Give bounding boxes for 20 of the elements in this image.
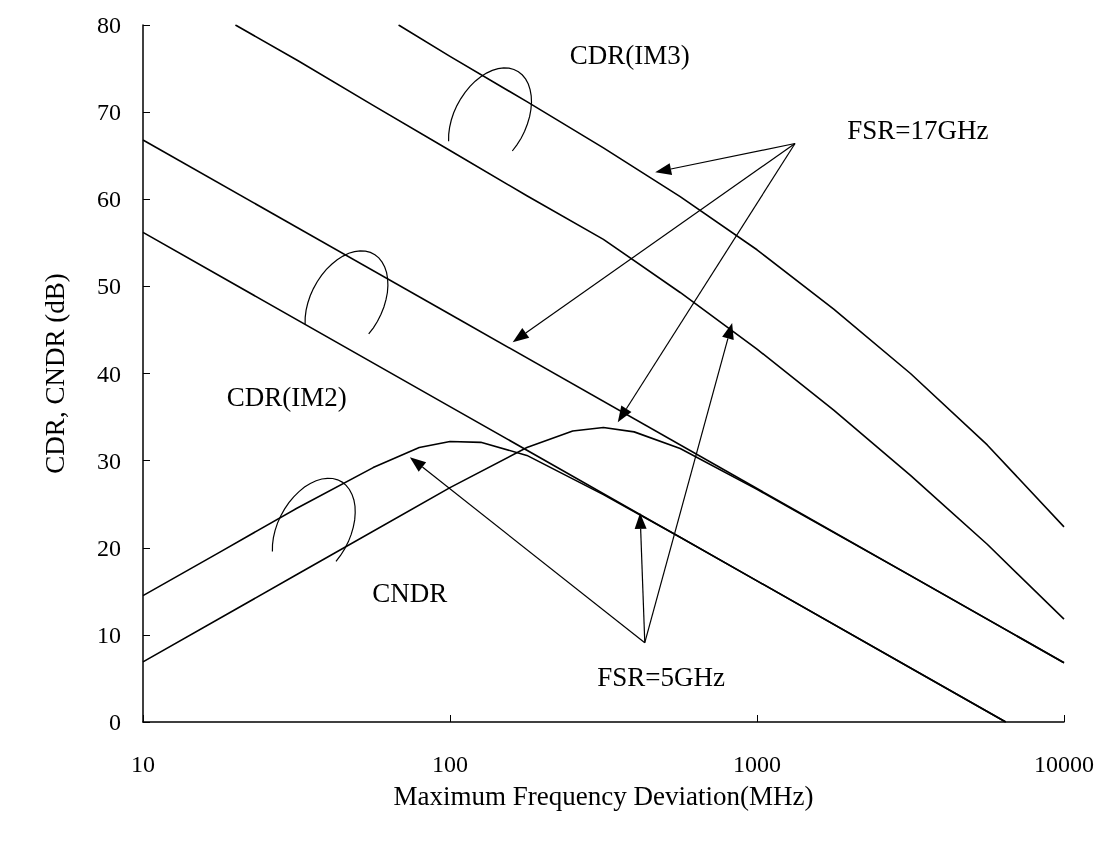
y-tick-label: 50 <box>97 273 121 300</box>
x-tick-label: 1000 <box>733 751 781 777</box>
y-tick-label: 80 <box>97 12 121 38</box>
annotation: CDR(IM2) <box>226 382 347 413</box>
y-axis-title: CDR, CNDR (dB) <box>39 273 70 474</box>
y-tick-label: 60 <box>97 186 121 213</box>
y-tick-label: 40 <box>97 360 121 387</box>
annotation: FSR=17GHz <box>847 114 989 145</box>
y-tick-label: 70 <box>97 99 121 126</box>
y-tick-label: 20 <box>97 534 121 561</box>
annotation: CNDR <box>372 578 448 609</box>
y-tick-label: 10 <box>97 621 121 648</box>
y-tick-label: 30 <box>97 447 121 474</box>
x-tick-label: 10000 <box>1034 751 1094 777</box>
y-tick-label: 0 <box>109 709 121 735</box>
x-tick-label: 100 <box>432 751 468 777</box>
annotation: FSR=5GHz <box>597 661 725 692</box>
x-axis-title: Maximum Frequency Deviation(MHz) <box>393 780 814 811</box>
x-tick-label: 10 <box>131 751 155 777</box>
annotation: CDR(IM3) <box>569 39 690 70</box>
